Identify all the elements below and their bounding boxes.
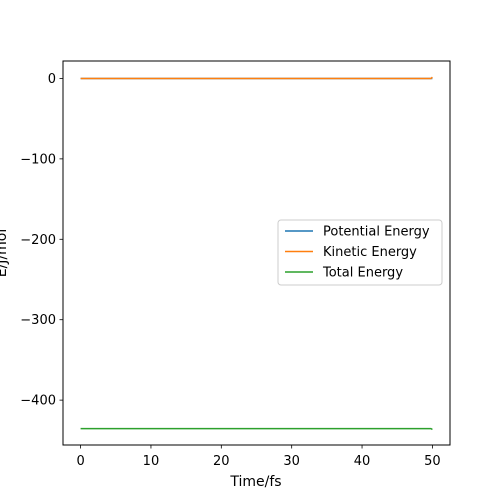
x-axis-ticks: 0 10 20 30 40 50 — [76, 445, 441, 469]
plot-frame — [62, 60, 451, 446]
x-tick-label: 0 — [76, 454, 84, 469]
legend-label: Kinetic Energy — [323, 245, 417, 260]
legend-label: Potential Energy — [323, 225, 430, 240]
x-tick-label: 40 — [354, 454, 371, 469]
y-axis-ticks: 0 −100 −200 −300 −400 — [20, 72, 63, 409]
x-tick-label: 10 — [143, 454, 160, 469]
legend-box — [277, 219, 443, 286]
y-tick-label: −100 — [20, 152, 56, 167]
series-line-1 — [80, 76, 433, 80]
legend: Potential Energy Kinetic Energy Total Ener… — [277, 219, 443, 286]
y-axis-label: E/J/mol — [0, 229, 10, 278]
y-tick-label: −300 — [20, 313, 56, 328]
x-tick-label: 20 — [213, 454, 230, 469]
x-tick-label: 50 — [424, 454, 441, 469]
x-axis-label: Time/fs — [229, 474, 281, 490]
series-layer — [80, 76, 433, 431]
x-tick-label: 30 — [283, 454, 300, 469]
y-tick-label: 0 — [48, 72, 56, 87]
y-tick-label: −200 — [20, 233, 56, 248]
legend-label: Total Energy — [322, 266, 403, 281]
y-tick-label: −400 — [20, 394, 56, 409]
series-line-2 — [80, 427, 433, 431]
